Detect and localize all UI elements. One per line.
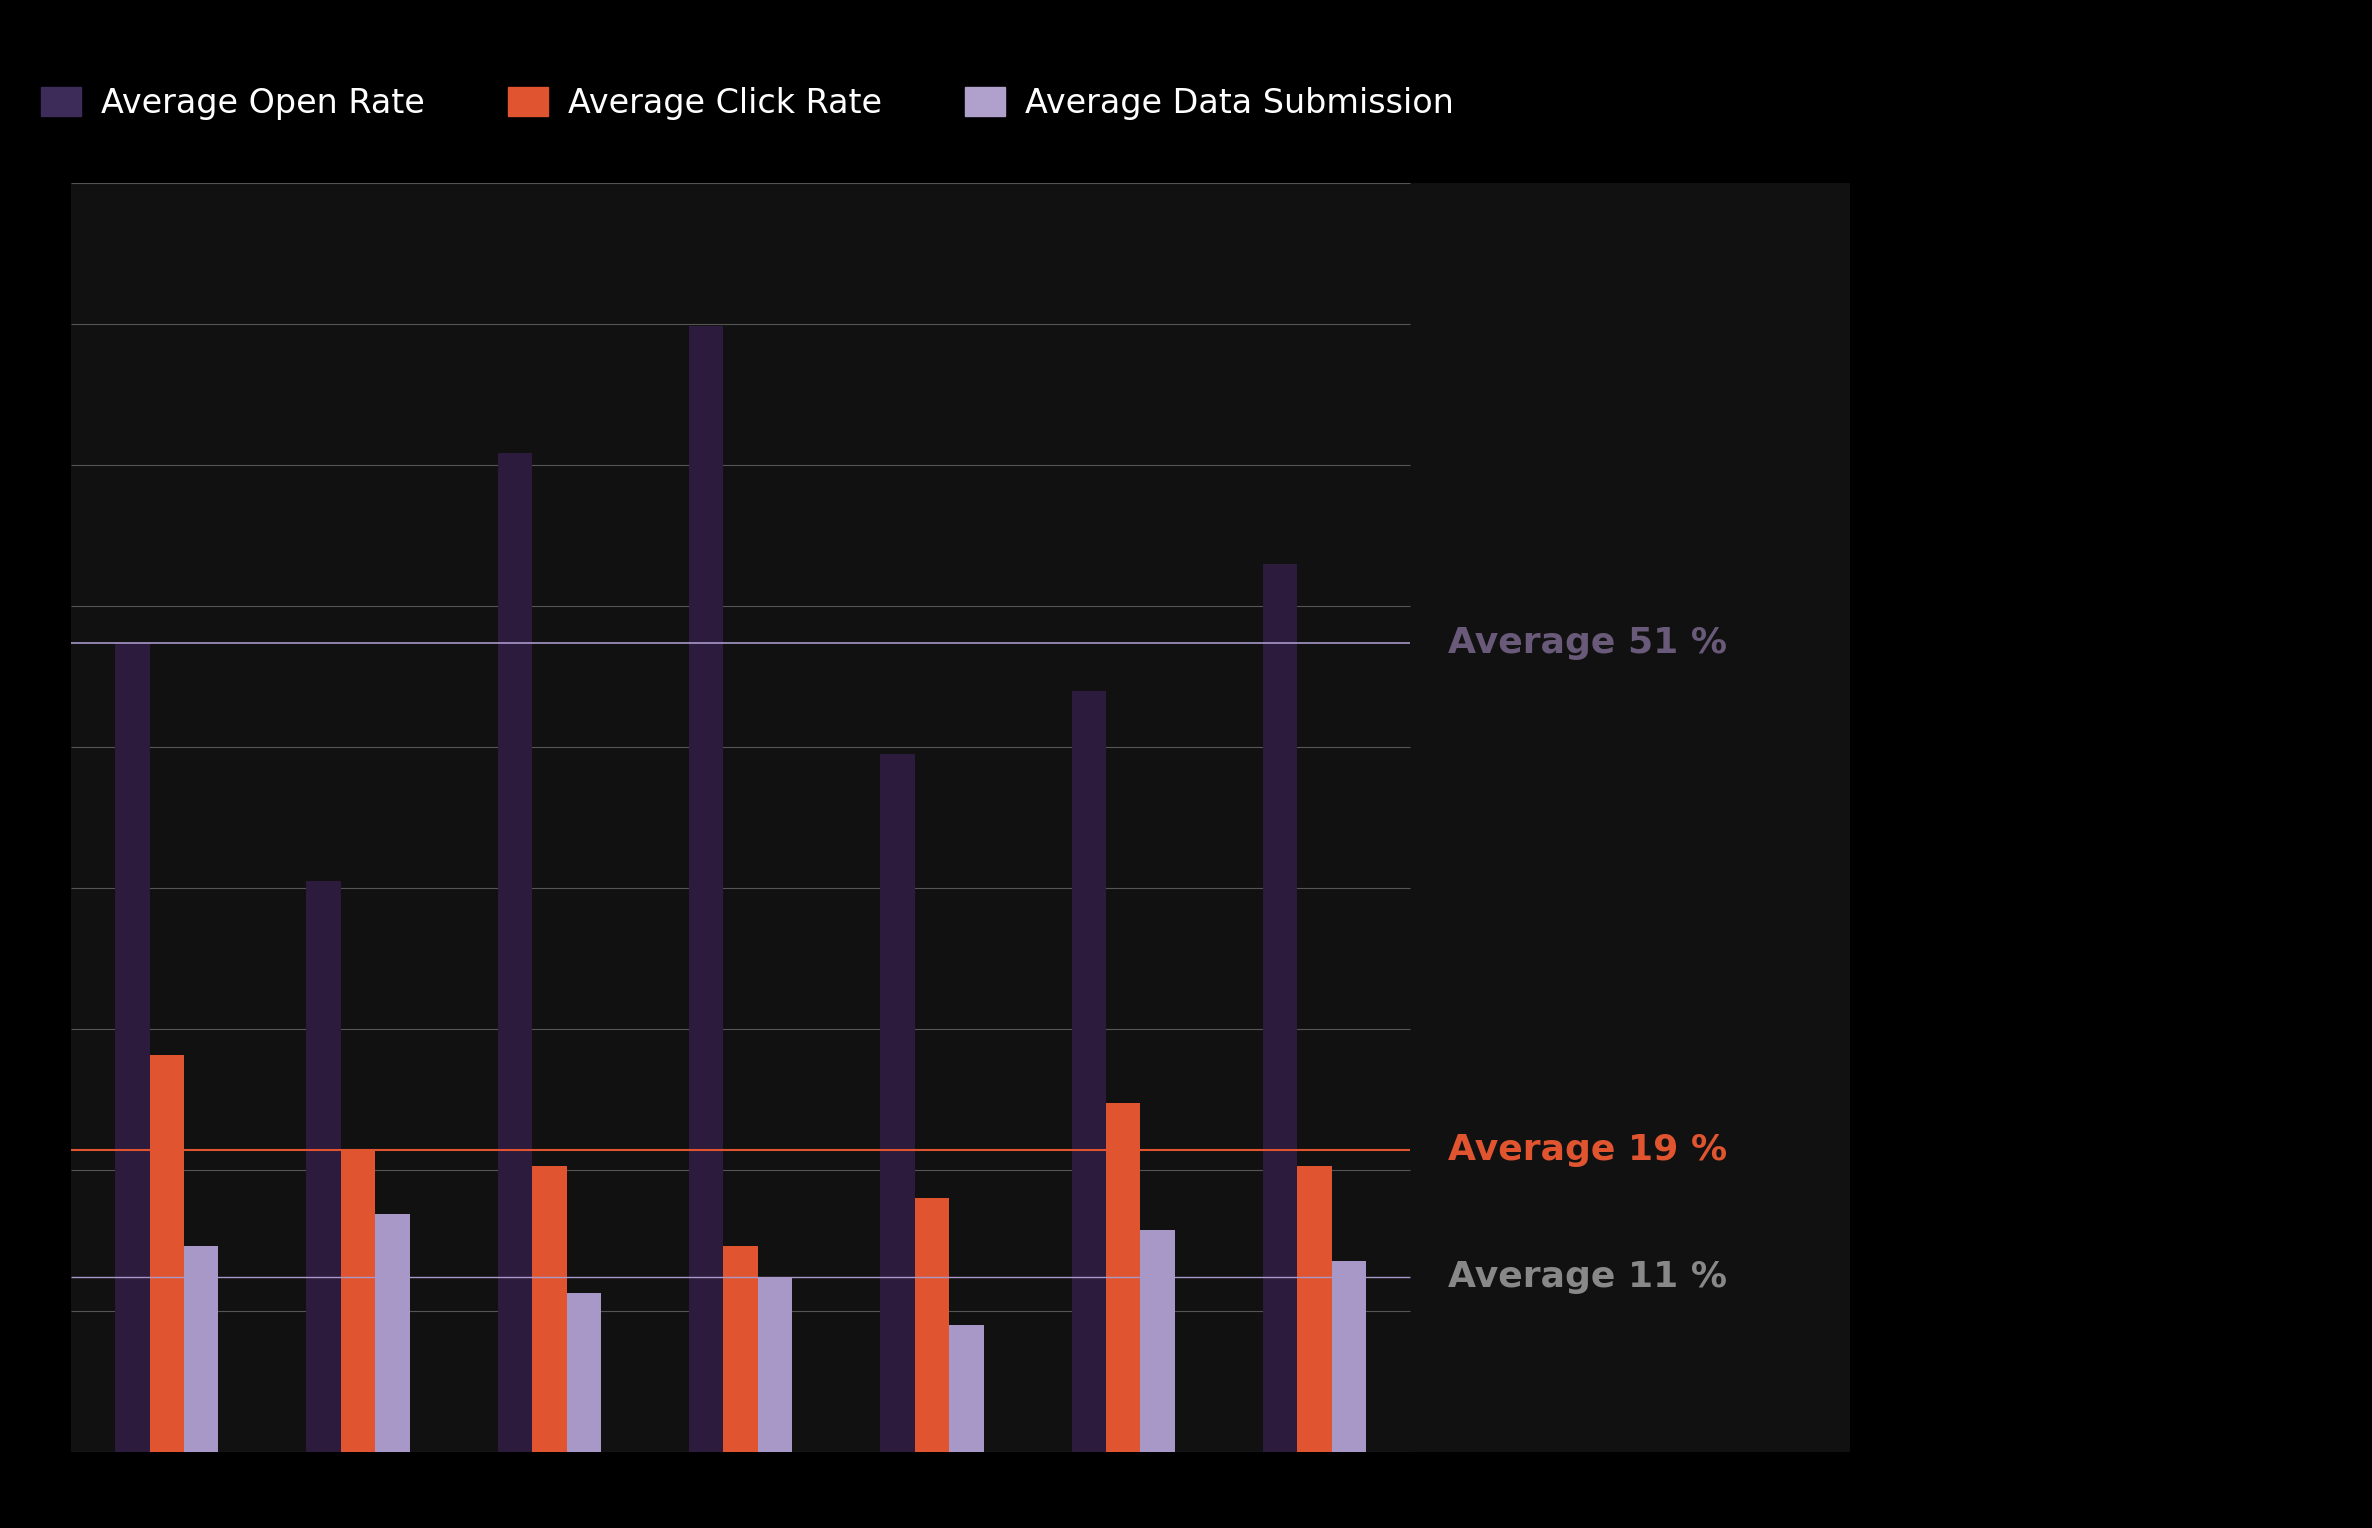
Bar: [498, 452, 531, 1452]
Bar: [1331, 1261, 1366, 1452]
Bar: [916, 1198, 949, 1452]
Bar: [1262, 564, 1297, 1452]
Bar: [723, 1245, 759, 1452]
Bar: [880, 753, 916, 1452]
Bar: [1297, 1166, 1331, 1452]
Bar: [149, 1056, 185, 1452]
Bar: [567, 1293, 600, 1452]
Bar: [116, 643, 149, 1452]
Text: Average 51 %: Average 51 %: [1449, 626, 1727, 660]
Bar: [306, 880, 342, 1452]
Bar: [1072, 691, 1105, 1452]
Legend: Average Open Rate, Average Click Rate, Average Data Submission: Average Open Rate, Average Click Rate, A…: [26, 73, 1468, 133]
Bar: [342, 1151, 375, 1452]
Bar: [688, 325, 723, 1452]
Text: Average 19 %: Average 19 %: [1449, 1134, 1727, 1167]
Text: Average 11 %: Average 11 %: [1449, 1261, 1727, 1294]
Bar: [375, 1213, 410, 1452]
Bar: [185, 1245, 218, 1452]
Bar: [1141, 1230, 1174, 1452]
Bar: [949, 1325, 984, 1452]
Bar: [531, 1166, 567, 1452]
Bar: [759, 1277, 792, 1452]
Bar: [1105, 1103, 1141, 1452]
